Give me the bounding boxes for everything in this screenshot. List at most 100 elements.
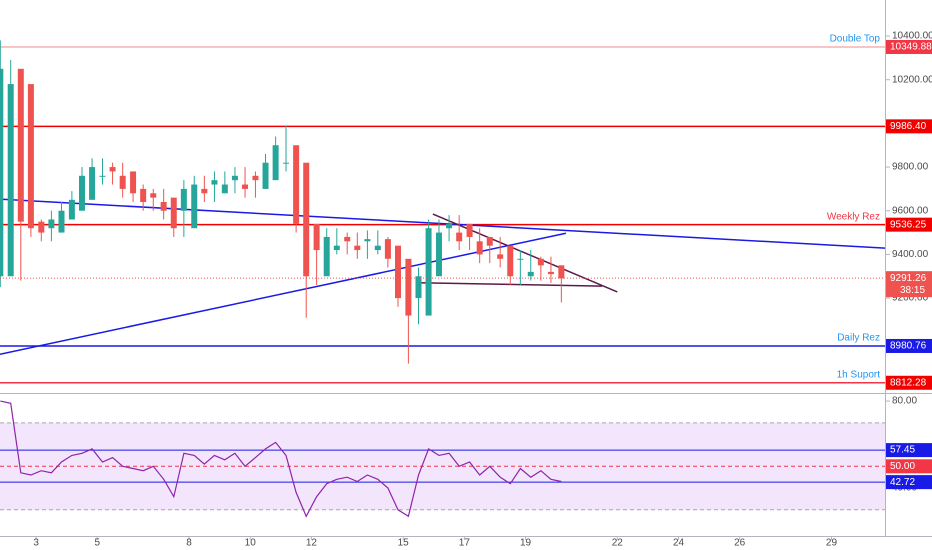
rsi-level-value-box xyxy=(886,475,932,490)
candle-body xyxy=(130,171,137,194)
candle-body xyxy=(313,223,320,251)
y-tick-label: 9400.00 xyxy=(892,249,929,260)
candle-body xyxy=(384,239,391,259)
candle-body xyxy=(38,221,45,233)
candle-body xyxy=(68,199,75,220)
candle-body xyxy=(323,236,330,277)
candle-body xyxy=(252,175,259,181)
candle-body xyxy=(405,258,412,316)
candle-body xyxy=(89,167,96,200)
candle-body xyxy=(558,265,565,279)
candle-body xyxy=(272,145,279,181)
candle-body xyxy=(415,276,422,299)
candle-body xyxy=(547,271,554,275)
x-tick-label: 8 xyxy=(186,538,192,549)
candle-body xyxy=(160,202,167,211)
x-tick-label: 22 xyxy=(612,538,624,549)
rsi-level-value-label: 42.72 xyxy=(890,477,915,488)
candle-body xyxy=(466,223,473,237)
trendline xyxy=(432,213,618,293)
candle-body xyxy=(140,188,147,203)
candle-body xyxy=(17,68,24,222)
level-value-label: 10349.88 xyxy=(890,42,932,53)
candle-body xyxy=(527,271,534,277)
level-text: Double Top xyxy=(830,34,881,45)
level-text: 1h Suport xyxy=(837,369,881,380)
y-tick-label: 9600.00 xyxy=(892,205,929,216)
x-tick-label: 15 xyxy=(398,538,410,549)
x-tick-label: 5 xyxy=(94,538,100,549)
last-price-label: 9291.26 xyxy=(890,273,927,284)
candle-body xyxy=(303,162,310,277)
candle-body xyxy=(344,236,351,242)
y-tick-label: 9800.00 xyxy=(892,162,929,173)
candle-body xyxy=(364,239,371,242)
rsi-level-value-box xyxy=(886,459,932,474)
candle-body xyxy=(119,175,126,189)
candle-body xyxy=(425,228,432,316)
candle-body xyxy=(242,184,249,189)
candle-body xyxy=(507,245,514,277)
level-text: Daily Rez xyxy=(837,333,880,344)
candle-body xyxy=(537,258,544,266)
candle-body xyxy=(435,232,442,277)
candle-body xyxy=(446,223,453,229)
y-tick-label: 9200.00 xyxy=(892,293,929,304)
candle-body xyxy=(354,245,361,251)
level-text: Weekly Rez xyxy=(827,211,880,222)
candle-body xyxy=(476,241,483,255)
y-tick-label: 80.00 xyxy=(892,396,917,407)
level-value-box xyxy=(886,39,932,54)
candle-body xyxy=(78,175,85,211)
x-tick-label: 29 xyxy=(826,538,838,549)
level-value-box xyxy=(886,119,932,134)
x-tick-label: 24 xyxy=(673,538,685,549)
candle-body xyxy=(201,188,208,194)
rsi-level-value-box xyxy=(886,443,932,458)
level-value-label: 8812.28 xyxy=(890,377,927,388)
candle-body xyxy=(497,254,504,259)
axes: 10400.00 10200.00 9800.00 9600.00 9400.00 920… xyxy=(33,31,932,549)
level-value-box xyxy=(886,375,932,390)
rsi-pane xyxy=(0,400,885,518)
candle-body xyxy=(170,197,177,229)
x-tick-label: 26 xyxy=(734,538,746,549)
x-tick-label: 12 xyxy=(306,538,318,549)
candle-body xyxy=(0,68,4,277)
candle-body xyxy=(231,175,238,181)
level-value-box xyxy=(886,217,932,232)
y-tick-label: 10400.00 xyxy=(892,31,932,42)
candle-body xyxy=(456,232,463,242)
candle-body xyxy=(394,245,401,299)
rsi-level-value-label: 50.00 xyxy=(890,461,915,472)
candle-body xyxy=(221,184,228,194)
candle-body xyxy=(7,84,14,277)
y-tick-label: 10200.00 xyxy=(892,74,932,85)
candle-body xyxy=(58,210,65,233)
candle-body xyxy=(262,162,269,189)
countdown: 38:15 xyxy=(900,285,925,296)
candle-body xyxy=(374,245,381,251)
x-tick-label: 10 xyxy=(245,538,257,549)
candle-body xyxy=(109,167,116,172)
price-pane xyxy=(0,40,885,384)
level-value-label: 9986.40 xyxy=(890,121,927,132)
candle-body xyxy=(99,175,106,177)
x-tick-label: 3 xyxy=(33,538,39,549)
trendline xyxy=(0,198,885,249)
level-value-label: 8980.76 xyxy=(890,341,927,352)
rsi-line xyxy=(0,400,562,518)
candle-body xyxy=(191,184,198,229)
candle-body xyxy=(48,219,55,229)
trendline xyxy=(0,232,567,355)
candle-body xyxy=(180,188,187,211)
candle-body xyxy=(283,162,290,164)
candle-body xyxy=(333,245,340,251)
x-tick-label: 17 xyxy=(459,538,471,549)
candle-body xyxy=(27,84,34,229)
candle-body xyxy=(486,236,493,246)
rsi-level-value-label: 57.45 xyxy=(890,445,915,456)
candle-body xyxy=(293,145,300,224)
last-price-box xyxy=(886,271,932,298)
